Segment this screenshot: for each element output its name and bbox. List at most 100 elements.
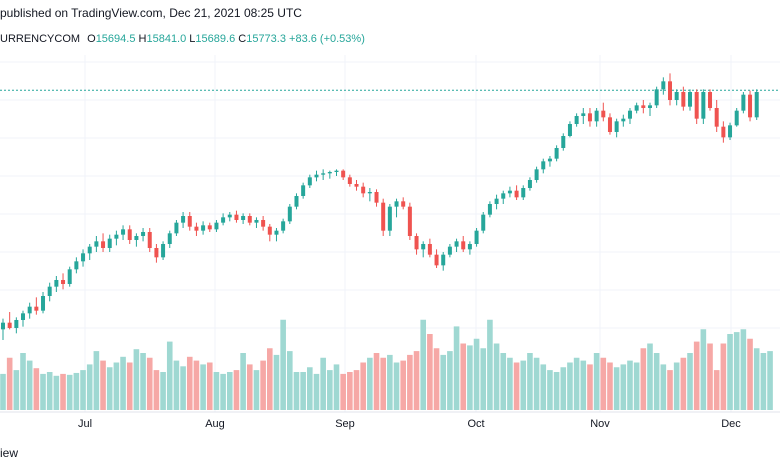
candle-body bbox=[187, 216, 192, 227]
tradingview-watermark: iew bbox=[0, 446, 19, 460]
low-label: L bbox=[189, 33, 196, 45]
change-value: +83.6 (+0.53%) bbox=[289, 33, 365, 45]
candle-body bbox=[621, 118, 626, 122]
candle-body bbox=[94, 241, 99, 247]
candle bbox=[427, 238, 432, 258]
candle bbox=[474, 228, 479, 247]
volume-bar bbox=[106, 367, 113, 410]
volume-bar bbox=[473, 338, 480, 410]
candle-body bbox=[688, 92, 693, 107]
candle bbox=[161, 241, 166, 260]
volume-bar bbox=[720, 343, 727, 410]
x-tick-label: Aug bbox=[205, 418, 225, 430]
volume-bar bbox=[753, 348, 760, 410]
candle bbox=[94, 236, 99, 252]
volume-bar bbox=[553, 372, 560, 410]
volume-bar bbox=[200, 364, 206, 410]
x-tick-label: Nov bbox=[590, 418, 610, 430]
volume-bar bbox=[640, 348, 647, 410]
volume-bar bbox=[673, 362, 680, 410]
volume-bar bbox=[53, 375, 60, 410]
candle bbox=[421, 241, 426, 258]
volume-bar bbox=[20, 353, 26, 410]
candle bbox=[87, 244, 92, 260]
volume-bar bbox=[347, 372, 353, 410]
candle bbox=[194, 222, 199, 236]
volume-bar bbox=[633, 362, 640, 410]
candle-body bbox=[734, 110, 739, 126]
candle bbox=[754, 89, 759, 120]
candle bbox=[741, 92, 746, 114]
volume-bar bbox=[593, 353, 600, 410]
candle bbox=[287, 204, 292, 224]
candle bbox=[674, 89, 679, 106]
volume-bar bbox=[166, 341, 173, 410]
volume-bar bbox=[533, 357, 540, 410]
candle bbox=[281, 218, 286, 234]
candle-body bbox=[1, 322, 5, 330]
candle bbox=[714, 100, 719, 132]
volume-bar bbox=[26, 360, 33, 410]
candle-body bbox=[701, 92, 706, 119]
volume-bar bbox=[226, 372, 233, 410]
candle bbox=[294, 193, 299, 210]
candle-body bbox=[547, 158, 552, 162]
volume-bar bbox=[327, 370, 333, 410]
volume-bar bbox=[500, 353, 507, 410]
candle-body bbox=[661, 81, 666, 90]
volume-bar bbox=[86, 364, 93, 410]
volume-bar bbox=[100, 360, 106, 410]
candle bbox=[74, 257, 79, 274]
candle bbox=[401, 197, 406, 210]
close-value: 15773.3 bbox=[246, 33, 286, 45]
volume-bar bbox=[767, 351, 773, 410]
candle-body bbox=[134, 236, 139, 240]
candle-body bbox=[674, 92, 679, 100]
x-tick-label: Sep bbox=[335, 418, 355, 430]
candle bbox=[721, 121, 726, 143]
volume-bar bbox=[180, 366, 186, 410]
candle bbox=[634, 102, 639, 114]
volume-bar bbox=[493, 343, 500, 410]
candle-body bbox=[461, 241, 466, 250]
volume-bar bbox=[713, 370, 720, 410]
volume-bar bbox=[193, 360, 200, 410]
volume-bar bbox=[680, 357, 687, 410]
candle bbox=[527, 177, 532, 191]
candle-body bbox=[467, 244, 472, 250]
candle-body bbox=[421, 244, 426, 250]
candle bbox=[567, 121, 572, 138]
candle bbox=[461, 236, 466, 252]
volume-bar bbox=[733, 332, 740, 410]
volume-bar bbox=[186, 356, 193, 410]
volume-bar bbox=[0, 373, 6, 410]
candle-body bbox=[594, 110, 599, 122]
published-caption: published on TradingView.com, Dec 21, 20… bbox=[0, 6, 302, 20]
candle bbox=[181, 212, 186, 228]
candle bbox=[367, 188, 372, 202]
volume-bar bbox=[453, 326, 460, 410]
candle-body bbox=[274, 230, 279, 235]
candle-body bbox=[141, 232, 146, 236]
candle bbox=[614, 118, 619, 138]
candle-body bbox=[541, 161, 546, 170]
volume-bar bbox=[140, 353, 146, 410]
candle-body bbox=[14, 320, 19, 328]
candle bbox=[241, 213, 246, 224]
candle-body bbox=[507, 190, 512, 194]
candle bbox=[147, 228, 152, 252]
candle-body bbox=[181, 216, 186, 223]
candle-body bbox=[41, 296, 46, 311]
volume-bar bbox=[567, 362, 573, 410]
candle-body bbox=[354, 184, 359, 187]
candle-body bbox=[301, 185, 306, 196]
volume-bar bbox=[740, 329, 747, 410]
volume-bar bbox=[313, 373, 320, 410]
candle-body bbox=[221, 217, 226, 223]
volume-bar bbox=[353, 370, 360, 410]
candle bbox=[27, 302, 32, 319]
candle-body bbox=[227, 214, 232, 218]
candle bbox=[261, 216, 266, 231]
candle bbox=[167, 230, 172, 248]
